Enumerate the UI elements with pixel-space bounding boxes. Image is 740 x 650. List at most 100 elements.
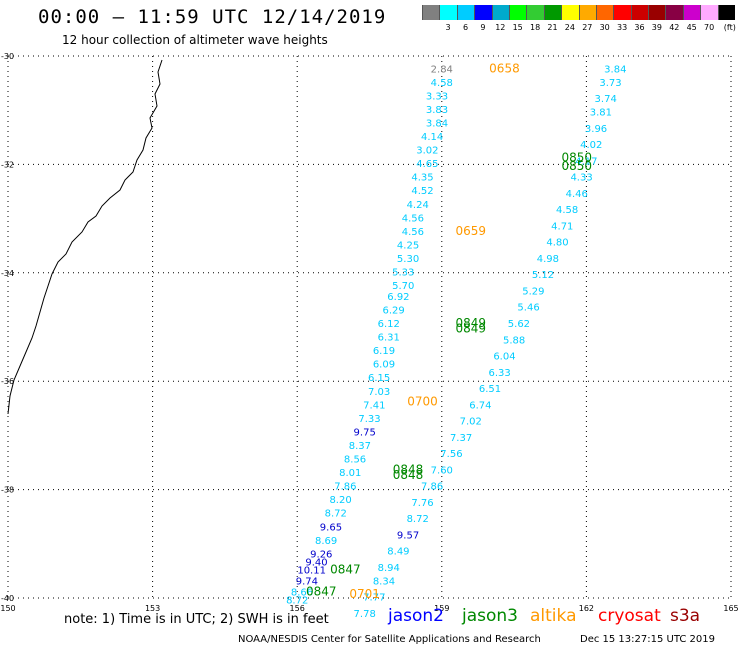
swh-label: 5.62: [508, 319, 530, 330]
pass-time-label: 0701: [349, 587, 380, 601]
swh-label: 8.66: [291, 587, 313, 598]
swh-label: 7.78: [354, 609, 376, 620]
pass-time-label: 0847: [330, 563, 361, 577]
swh-label: 4.58: [556, 205, 578, 216]
swh-label: 7.33: [358, 414, 380, 425]
legend-swatch: [578, 5, 596, 20]
page-title: 00:00 – 11:59 UTC 12/14/2019: [38, 6, 387, 28]
lon-tick-label: 153: [145, 604, 160, 613]
swh-label: 8.56: [344, 455, 366, 466]
swh-label: 4.65: [416, 159, 438, 170]
swh-label: 5.33: [392, 268, 414, 279]
color-legend: [422, 5, 736, 21]
pass-time-label: 0659: [455, 224, 486, 238]
swh-label: 6.51: [479, 384, 501, 395]
legend-swatch: [561, 5, 579, 20]
swh-label: 6.15: [368, 373, 390, 384]
swh-label: 4.14: [421, 132, 443, 143]
legend-swatch: [717, 5, 736, 20]
swh-label: 6.74: [469, 400, 491, 411]
swh-label: 7.86: [421, 482, 443, 493]
pass-time-label: 0848: [393, 468, 424, 482]
legend-swatch: [630, 5, 649, 20]
legend-swatch: [439, 5, 457, 20]
swh-label: 7.77: [363, 593, 385, 604]
legend-label: 27: [582, 23, 593, 32]
swh-label: 6.31: [378, 333, 400, 344]
swh-label: 8.20: [329, 495, 351, 506]
legend-swatch: [665, 5, 683, 20]
swh-label: 7.03: [368, 387, 390, 398]
swh-label: 8.94: [378, 563, 400, 574]
swh-label: 4.71: [551, 221, 573, 232]
swh-label: 4.98: [537, 254, 559, 265]
color-legend-labels: 3 6 9 12 15 18 21 24 27 30 33 36 39 42 45 70 (ft): [422, 23, 740, 35]
swh-label: 6.04: [493, 352, 515, 363]
swh-label: 3.02: [416, 146, 438, 157]
lon-tick-label: 150: [0, 604, 15, 613]
swh-label: 5.29: [522, 286, 544, 297]
swh-label: 3.84: [426, 118, 448, 129]
swh-label: 4.17: [575, 156, 597, 167]
swh-label: 8.72: [286, 595, 308, 606]
footer-credit: NOAA/NESDIS Center for Satellite Applica…: [238, 634, 541, 645]
legend-label: 9: [480, 23, 486, 32]
pass-time-label: 0700: [407, 395, 438, 409]
legend-swatch: [456, 5, 475, 20]
legend-label: 33: [617, 23, 628, 32]
swh-label: 3.33: [426, 91, 448, 102]
satellite-jason3: jason3: [462, 606, 518, 626]
legend-label: 30: [599, 23, 610, 32]
swh-label: 4.02: [580, 140, 602, 151]
lat-tick-label: -38: [1, 486, 14, 495]
swh-label: 6.29: [382, 305, 404, 316]
swh-label: 7.86: [334, 482, 356, 493]
swh-label: 7.41: [363, 400, 385, 411]
legend-label: 42: [669, 23, 680, 32]
pass-time-label: 0849: [455, 316, 486, 330]
legend-swatch: [613, 5, 631, 20]
coastline: [7, 59, 163, 415]
swh-label: 10.11: [297, 566, 326, 577]
legend-swatch: [508, 5, 527, 20]
swh-label: 2.84: [431, 64, 453, 75]
legend-swatch: [474, 5, 492, 20]
swh-label: 6.33: [489, 368, 511, 379]
swh-label: 7.56: [440, 449, 462, 460]
swh-label: 6.09: [373, 360, 395, 371]
legend-label: 70: [704, 23, 715, 32]
legend-swatch: [700, 5, 718, 20]
legend-label: 12: [495, 23, 506, 32]
legend-label: 39: [651, 23, 662, 32]
legend-swatch: [682, 5, 701, 20]
legend-label: 18: [530, 23, 541, 32]
swh-label: 4.56: [402, 213, 424, 224]
lat-tick-label: -32: [1, 160, 14, 169]
swh-label: 5.30: [397, 254, 419, 265]
swh-label: 9.74: [296, 576, 318, 587]
swh-label: 6.12: [378, 319, 400, 330]
legend-swatch: [422, 5, 440, 20]
swh-label: 5.12: [532, 270, 554, 281]
satellite-cryosat: cryosat: [598, 606, 661, 626]
legend-swatch: [648, 5, 666, 20]
page-subtitle: 12 hour collection of altimeter wave hei…: [62, 33, 328, 47]
swh-label: 5.46: [517, 303, 539, 314]
swh-label: 4.35: [411, 173, 433, 184]
lat-tick-label: -40: [1, 594, 14, 603]
legend-label: 36: [634, 23, 645, 32]
lon-tick-label: 165: [723, 604, 738, 613]
swh-label: 3.83: [426, 105, 448, 116]
swh-label: 5.88: [503, 335, 525, 346]
swh-label: 7.60: [431, 465, 453, 476]
legend-swatch: [526, 5, 544, 20]
pass-time-label: 0658: [489, 61, 520, 75]
swh-label: 8.69: [315, 536, 337, 547]
pass-time-label: 0850: [561, 159, 592, 173]
lon-tick-label: 159: [434, 604, 449, 613]
swh-label: 9.26: [310, 549, 332, 560]
legend-unit: (ft): [723, 23, 736, 32]
swh-label: 3.84: [604, 64, 626, 75]
legend-label: 15: [512, 23, 523, 32]
